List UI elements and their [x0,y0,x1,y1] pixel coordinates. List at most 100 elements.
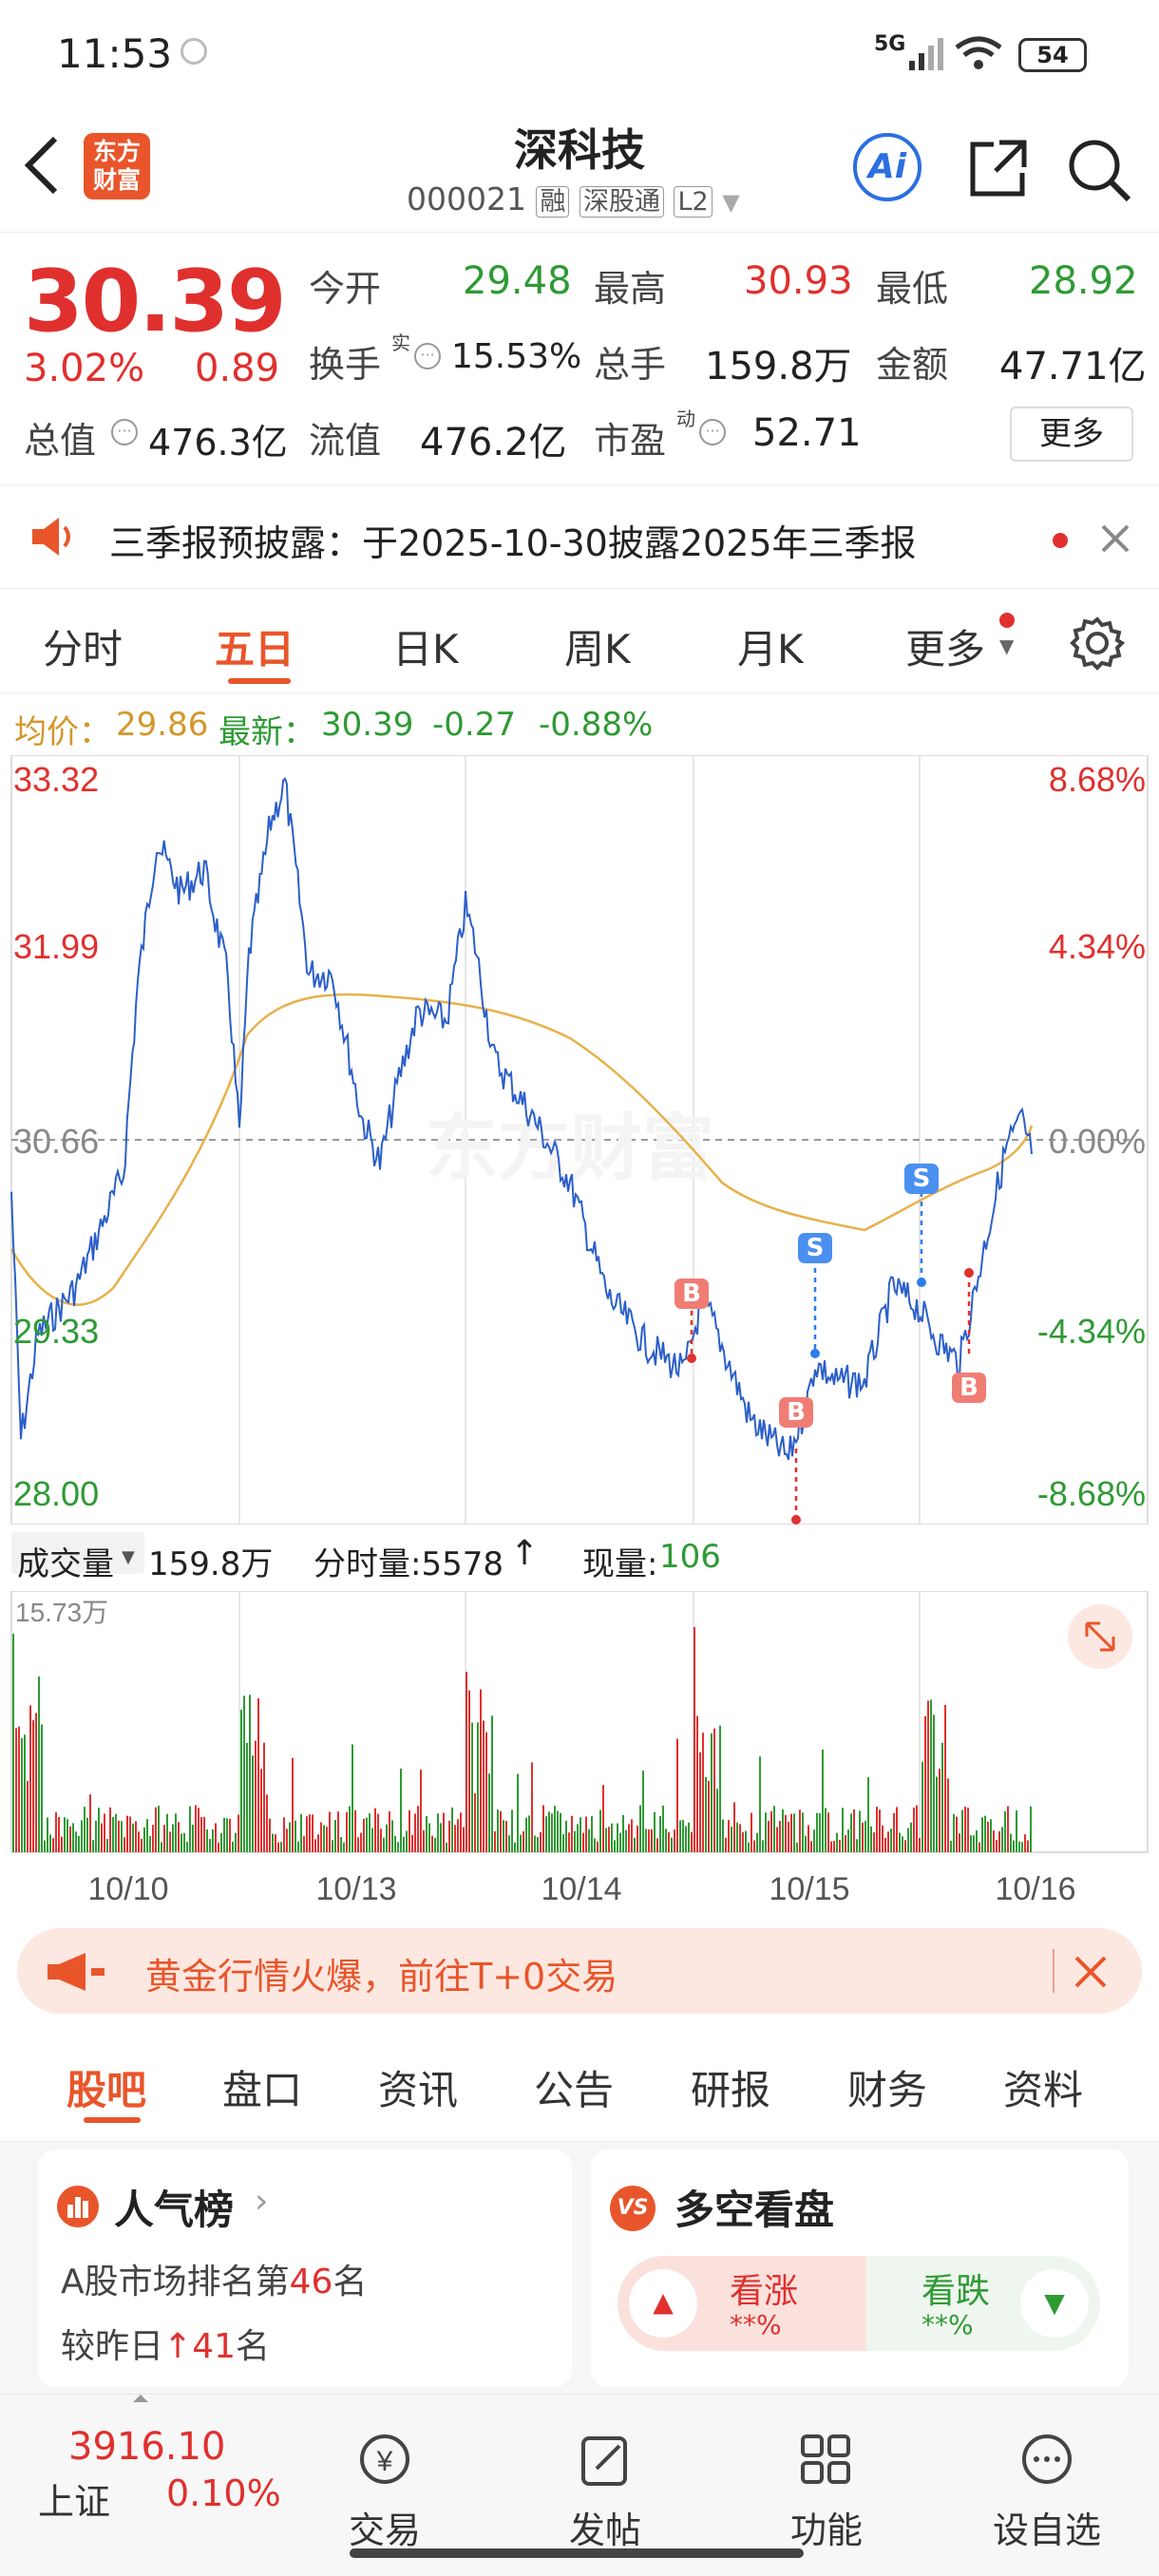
chevron-down-icon[interactable]: ▼ [999,635,1015,657]
x-tick-label: 10/16 [995,1871,1075,1907]
gear-icon[interactable] [1070,616,1125,671]
volume-bar [845,1834,846,1852]
notice-bar[interactable]: 三季报预披露：于2025-10-30披露2025年三季报 [0,484,1159,589]
chevron-up-icon[interactable] [133,2395,148,2402]
volume-bar [129,1816,131,1852]
buy-marker[interactable] [779,1397,813,1428]
volume-bar [514,1842,516,1852]
tab-intraday[interactable]: 分时 [43,626,124,672]
volume-bar [802,1812,804,1852]
sell-marker[interactable] [904,1164,939,1194]
volume-bar [599,1809,601,1852]
volume-bar [779,1820,781,1852]
info-icon[interactable]: ··· [699,419,726,445]
volume-bar [141,1839,142,1852]
volume-selector[interactable] [11,1532,144,1574]
ai-icon[interactable]: Ai [853,133,922,201]
volume-bar [557,1810,559,1852]
volume-bar [226,1818,228,1852]
notice-text: 三季报预披露：于2025-10-30披露2025年三季报 [109,522,917,564]
nav-trade[interactable]: ¥ 交易 [318,2433,451,2553]
tab-monthly-k[interactable]: 月K [737,626,804,672]
volume-bar [312,1814,314,1852]
info-icon[interactable]: ··· [414,343,441,369]
volume-bar [232,1841,234,1852]
nav-add-watchlist[interactable]: 设自选 [980,2433,1113,2553]
tab-more[interactable]: 更多 [905,626,986,672]
popularity-card[interactable]: 人气榜 › A股市场排名第46名 较昨日↑41名 [38,2150,572,2387]
y-tick-left: 31.99 [13,927,99,966]
index-value[interactable]: 3916.10 [68,2425,226,2469]
info-icon[interactable]: ··· [111,419,138,445]
five-day-chart[interactable]: 东方财富 33.32 31.99 30.66 29.33 28.00 8.68% 4.34… [0,755,1159,1525]
volume-bar [229,1818,231,1852]
tab-announcements[interactable]: 公告 [534,2067,615,2113]
logo-text: 东方财富 [92,138,141,194]
volume-max-label: 15.73万 [15,1598,108,1627]
volume-bar [939,1769,940,1852]
volume-bar [1030,1806,1032,1852]
volume-bar [636,1826,638,1852]
chevron-down-icon[interactable]: ▼ [122,1547,135,1567]
volume-bar [508,1835,510,1852]
index-pct[interactable]: 0.10% [166,2472,281,2514]
volume-bar [29,1705,31,1852]
close-icon[interactable] [1100,523,1130,554]
sell-marker[interactable] [798,1233,832,1263]
volume-bar [406,1830,408,1852]
volume-bar [893,1812,895,1852]
close-icon[interactable] [1074,1955,1108,1989]
bear-value: **% [922,2309,974,2340]
price-chart-svg[interactable]: 东方财富 33.32 31.99 30.66 29.33 28.00 8.68% 4.34… [0,755,1159,1525]
share-icon[interactable] [967,137,1030,199]
volume-bar [477,1722,479,1852]
volume-bar [571,1815,573,1852]
volume-bar [485,1732,487,1852]
tab-research[interactable]: 研报 [691,2067,771,2113]
volume-bar [198,1808,200,1852]
app-logo: 东方财富 [84,133,150,199]
more-button[interactable]: 更多 [1010,407,1133,462]
volume-bar [976,1829,978,1852]
volume-bar [864,1821,866,1852]
volume-bar [756,1832,758,1852]
volume-bars [12,1627,1032,1852]
tab-orderbook[interactable]: 盘口 [222,2067,303,2113]
volume-bar [297,1841,299,1852]
tab-forum[interactable]: 股吧 [66,2067,147,2113]
buy-marker[interactable] [952,1373,986,1403]
tab-daily-k[interactable]: 日K [392,626,459,672]
triangle-up-icon[interactable]: ▲ [629,2269,697,2338]
tab-weekly-k[interactable]: 周K [564,626,631,672]
volume-bar [850,1813,852,1852]
promo-banner[interactable]: 黄金行情火爆，前往T+0交易 [17,1928,1142,2014]
tab-financials[interactable]: 财务 [847,2067,928,2113]
tab-profile[interactable]: 资料 [1003,2067,1084,2113]
volume-bar [238,1814,239,1852]
price-line [10,777,1033,1461]
volume-bar [329,1811,331,1852]
volume-bar [656,1838,658,1852]
volume-bar [674,1829,675,1852]
index-name[interactable]: 上证 [38,2481,111,2523]
tab-news[interactable]: 资讯 [378,2067,459,2113]
tab-five-day[interactable]: 五日 [215,626,295,672]
volume-bar [836,1832,838,1852]
volume-bar [959,1833,960,1852]
nav-functions[interactable]: 功能 [760,2433,893,2553]
buy-marker[interactable] [674,1279,709,1309]
volume-bar [671,1837,673,1852]
triangle-down-icon[interactable]: ▼ [1020,2269,1089,2338]
volume-bar [66,1819,68,1852]
volume-bar [109,1807,111,1852]
volume-bar [300,1813,302,1852]
search-icon[interactable] [1066,137,1132,203]
avg-label: 均价： [14,713,111,751]
sentiment-card[interactable]: VS 多空看盘 ▲ 看涨 **% 看跌 **% ▼ [591,2150,1129,2387]
badge-level2[interactable]: L2 [674,186,712,218]
volume-bar [272,1833,274,1852]
mcap-label: 总值 [24,420,97,462]
back-icon[interactable] [21,135,63,196]
nav-post[interactable]: 发帖 [539,2433,672,2553]
chevron-down-icon[interactable]: ▼ [722,189,740,216]
